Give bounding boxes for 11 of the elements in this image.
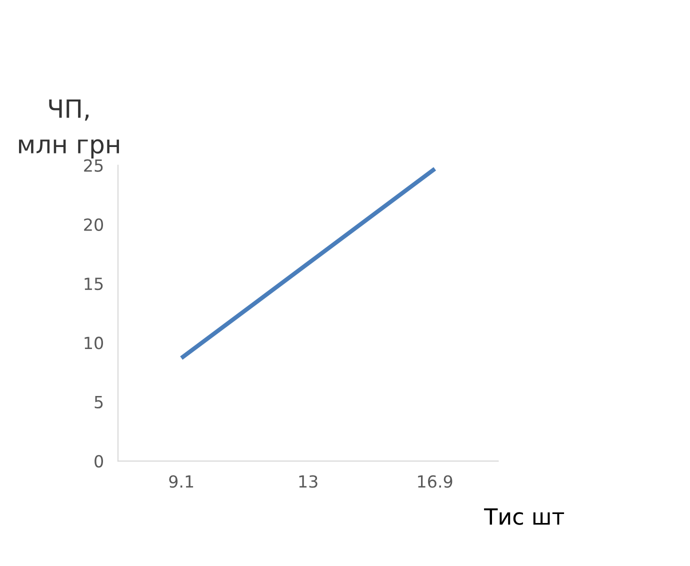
x-axis-title: Тис шт [484, 508, 564, 525]
x-tick-label: 13 [299, 475, 318, 488]
x-tick-label: 9.1 [169, 475, 194, 488]
x-tick-label: 16.9 [418, 475, 452, 488]
y-tick-label: 5 [94, 396, 103, 408]
y-tick-label: 20 [84, 218, 103, 231]
y-tick-label: 25 [84, 159, 103, 172]
y-tick-label: 0 [94, 454, 103, 468]
y-tick-label: 10 [84, 336, 103, 350]
y-tick-label: 15 [84, 278, 103, 290]
y-axis-title: ЧП, млн грн [19, 99, 119, 158]
